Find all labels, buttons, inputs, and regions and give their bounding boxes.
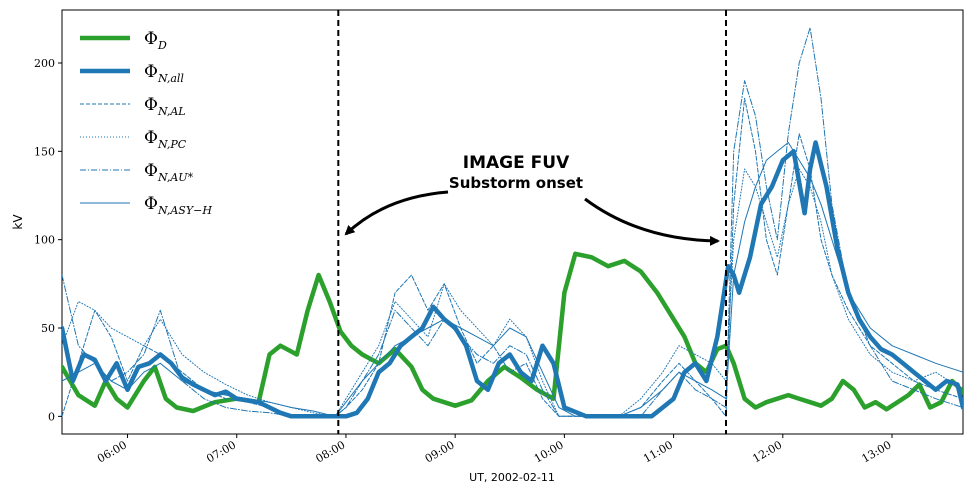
series-line-0 [62,251,963,414]
x-tick-label-7: 13:00 [860,438,894,465]
annotation-subtitle: Substorm onset [449,174,583,192]
series-layer [62,27,963,419]
legend: ΦD ΦN,all ΦN,AL ΦN,PC ΦN,AU* ΦN,ASY−H [80,29,212,217]
y-tick-label-0: 0 [48,410,55,423]
y-tick-label-4: 200 [34,57,55,70]
y-tick-label-2: 100 [34,234,55,247]
legend-label-5: ΦN,ASY−H [144,194,212,217]
legend-label-4: ΦN,AU* [144,161,194,184]
x-tick-label-5: 11:00 [641,438,675,465]
legend-label-1: ΦN,all [144,62,184,85]
annotation: IMAGE FUV Substorm onset [344,153,720,246]
series-line-2 [62,97,963,417]
x-tick-label-3: 09:00 [423,438,457,465]
y-tick-label-3: 150 [34,145,55,158]
annotation-arrow-left [344,190,449,236]
series-line-4 [62,27,963,417]
legend-label-0: ΦD [144,29,167,52]
annotation-title: IMAGE FUV [463,153,570,173]
x-tick-label-0: 06:00 [95,438,129,465]
legend-label-2: ΦN,AL [144,95,186,118]
x-tick-label-1: 07:00 [204,438,238,465]
series-line-5 [62,142,963,417]
x-tick-label-4: 10:00 [532,438,566,465]
y-axis-label: kV [11,214,25,230]
x-axis-label: UT, 2002-02-11 [469,471,555,484]
annotation-arrow-right [584,197,720,246]
x-tick-label-2: 08:00 [313,438,347,465]
onset-lines [337,10,728,434]
x-tick-label-6: 12:00 [750,438,784,465]
legend-label-3: ΦN,PC [144,128,187,151]
y-tick-label-1: 50 [41,322,55,335]
plot-frame [61,9,964,435]
series-line-3 [62,168,963,417]
